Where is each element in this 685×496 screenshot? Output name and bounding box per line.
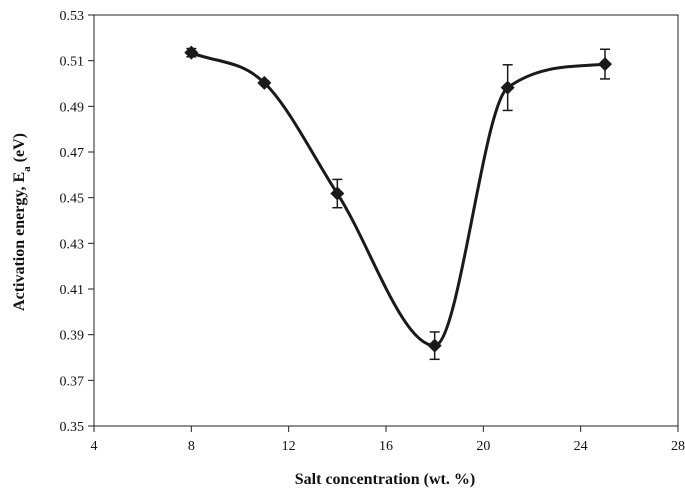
y-tick-label: 0.47 xyxy=(60,146,85,161)
x-tick-label: 12 xyxy=(282,439,296,454)
data-point-diamond xyxy=(598,57,612,72)
y-tick-label: 0.45 xyxy=(60,192,85,207)
series-line xyxy=(189,51,607,348)
x-tick-label: 8 xyxy=(188,439,195,454)
y-axis-title: Activation energy, Ea (eV) xyxy=(11,133,33,311)
y-tick-label: 0.53 xyxy=(60,9,85,24)
x-tick-label: 20 xyxy=(476,439,490,454)
x-tick-label: 28 xyxy=(671,439,685,454)
data-point-diamond xyxy=(330,186,345,201)
data-point-diamond xyxy=(500,80,515,95)
y-ticks: 0.35 0.37 0.39 0.41 0.43 0.45 0.47 0.49 0.51 0.53 xyxy=(60,9,94,435)
axes xyxy=(93,14,679,427)
data-markers xyxy=(184,45,612,353)
x-tick-label: 24 xyxy=(574,439,588,454)
y-tick-label: 0.43 xyxy=(60,237,85,252)
x-tick-label: 4 xyxy=(91,439,98,454)
x-axis-title: Salt concentration (wt. %) xyxy=(295,471,475,488)
y-axis-title-main: Activation energy, E xyxy=(11,172,28,311)
y-axis-title-unit: (eV) xyxy=(11,133,28,166)
y-tick-label: 0.41 xyxy=(60,283,85,298)
x-tick-label: 16 xyxy=(379,439,393,454)
y-tick-label: 0.37 xyxy=(60,374,85,389)
y-tick-label: 0.49 xyxy=(60,100,85,115)
plot-frame xyxy=(93,14,679,427)
data-point-diamond xyxy=(427,338,442,353)
data-point-diamond xyxy=(184,45,199,60)
y-tick-label: 0.35 xyxy=(60,420,85,435)
x-ticks: 4 8 12 16 20 24 28 xyxy=(91,426,685,454)
y-axis-title-subscript: a xyxy=(21,166,33,172)
y-tick-label: 0.51 xyxy=(60,55,85,70)
data-point-diamond xyxy=(257,75,272,90)
y-tick-label: 0.39 xyxy=(60,329,85,344)
series-curve xyxy=(189,51,607,348)
